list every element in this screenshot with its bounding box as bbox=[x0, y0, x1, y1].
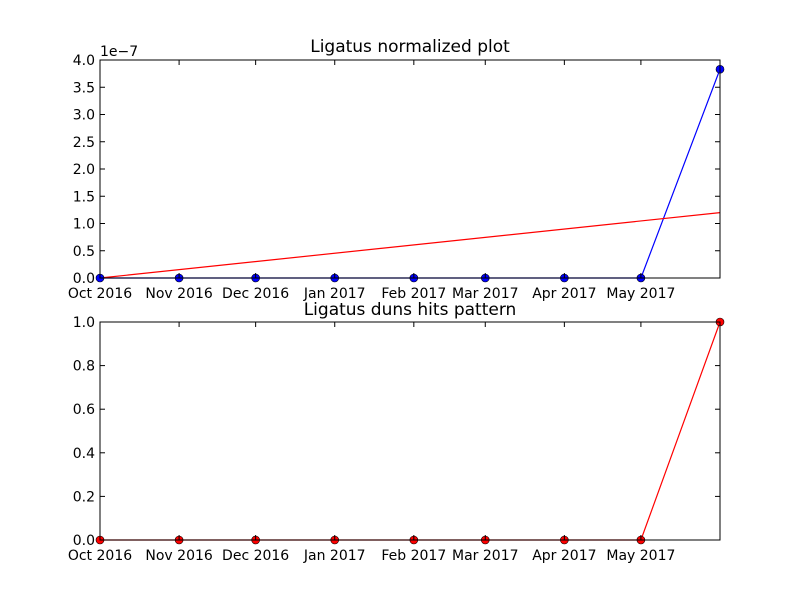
x-tick-label: Apr 2017 bbox=[532, 548, 596, 564]
x-tick-label: Mar 2017 bbox=[452, 548, 519, 564]
x-tick-label: Dec 2016 bbox=[222, 548, 289, 564]
x-tick-label: Oct 2016 bbox=[68, 548, 132, 564]
y-tick-label: 3.0 bbox=[73, 108, 95, 124]
y-tick-label: 0.0 bbox=[73, 271, 95, 287]
x-tick-label: May 2017 bbox=[606, 548, 675, 564]
y-tick-label: 0.2 bbox=[73, 489, 95, 505]
y-tick-label: 1.0 bbox=[73, 217, 95, 233]
y-tick-label: 0.6 bbox=[73, 402, 95, 418]
duns-hits-title: Ligatus duns hits pattern bbox=[304, 300, 517, 320]
x-tick-label: Nov 2016 bbox=[145, 548, 212, 564]
normalized-plot-frame bbox=[99, 59, 721, 279]
x-tick-label: Mar 2017 bbox=[452, 286, 519, 302]
x-tick-label: May 2017 bbox=[606, 286, 675, 302]
duns-hits-frame bbox=[99, 321, 721, 541]
y-tick-label: 0.0 bbox=[73, 533, 95, 549]
x-tick-label: Nov 2016 bbox=[145, 286, 212, 302]
x-tick-label: Jan 2017 bbox=[303, 286, 366, 302]
y-tick-label: 2.0 bbox=[73, 162, 95, 178]
normalized-plot-title: Ligatus normalized plot bbox=[310, 37, 510, 57]
y-tick-label: 2.5 bbox=[73, 135, 95, 151]
y-tick-label: 3.5 bbox=[73, 80, 95, 96]
y-tick-label: 0.8 bbox=[73, 359, 95, 375]
x-tick-label: Feb 2017 bbox=[381, 286, 446, 302]
y-offset-label: 1e−7 bbox=[100, 44, 138, 60]
series-1-line bbox=[99, 212, 721, 279]
normalized-plot-axes: Ligatus normalized plot 1e−7 Oct 2016 Nov… bbox=[68, 37, 725, 302]
x-tick-label: Oct 2016 bbox=[68, 286, 132, 302]
x-tick-label: Dec 2016 bbox=[222, 286, 289, 302]
x-tick-label: Jan 2017 bbox=[303, 548, 366, 564]
x-tick-label: Feb 2017 bbox=[381, 548, 446, 564]
y-tick-label: 1.5 bbox=[73, 189, 95, 205]
y-tick-label: 0.5 bbox=[73, 244, 95, 260]
y-tick-label: 1.0 bbox=[73, 315, 95, 331]
duns-hits-axes: Ligatus duns hits pattern Oct 2016 Nov 20… bbox=[68, 300, 725, 564]
y-tick-label: 0.4 bbox=[73, 446, 95, 462]
y-tick-label: 4.0 bbox=[73, 53, 95, 69]
x-tick-label: Apr 2017 bbox=[532, 286, 596, 302]
normalized-plot-ticks: Oct 2016 Nov 2016 Dec 2016 Jan 2017 Feb 2017… bbox=[68, 53, 720, 302]
